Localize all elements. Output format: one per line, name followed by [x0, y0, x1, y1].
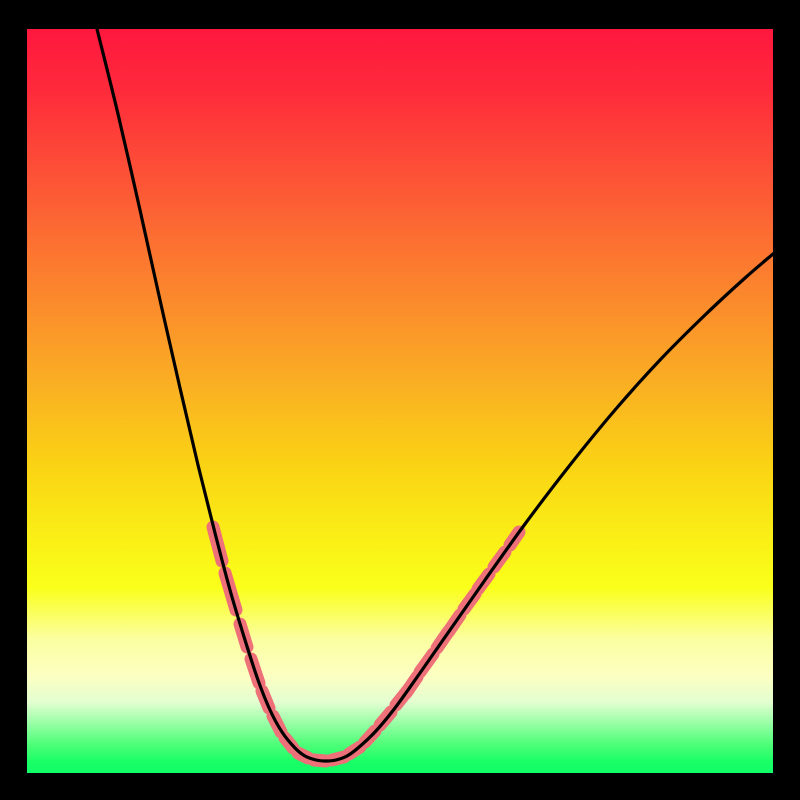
bottleneck-chart: [0, 0, 800, 800]
frame-right: [773, 0, 800, 800]
frame-top: [0, 0, 800, 29]
frame-bottom: [0, 773, 800, 800]
frame-left: [0, 0, 27, 800]
gradient-background: [27, 29, 773, 773]
